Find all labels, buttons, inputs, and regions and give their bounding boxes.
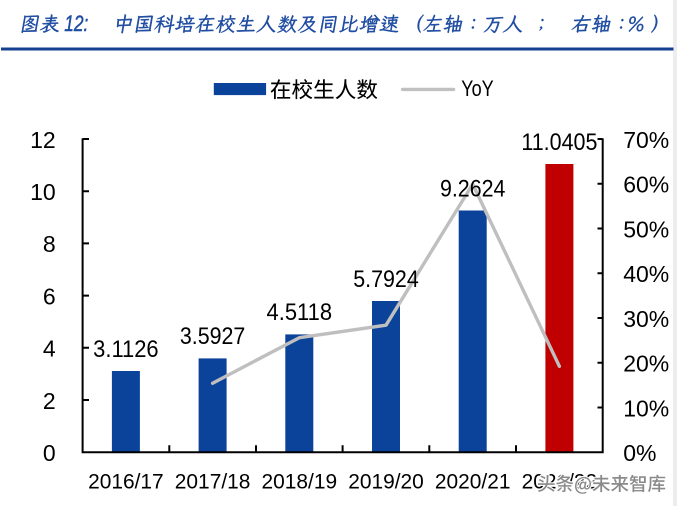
svg-text:2017/18: 2017/18 xyxy=(175,470,251,494)
svg-text:50%: 50% xyxy=(623,216,669,242)
svg-text:0: 0 xyxy=(43,440,56,466)
svg-text:2018/19: 2018/19 xyxy=(262,470,338,494)
svg-text:4: 4 xyxy=(43,336,56,362)
svg-text:2020/21: 2020/21 xyxy=(435,470,511,494)
svg-text:5.7924: 5.7924 xyxy=(353,266,419,293)
svg-text:3.5927: 3.5927 xyxy=(180,323,246,350)
svg-text:6: 6 xyxy=(43,283,56,309)
svg-text:9.2624: 9.2624 xyxy=(440,175,506,202)
svg-text:12:: 12: xyxy=(64,11,88,36)
svg-text:2019/20: 2019/20 xyxy=(348,470,424,494)
svg-text:8: 8 xyxy=(43,231,56,257)
svg-text:20%: 20% xyxy=(623,351,669,377)
svg-text:2: 2 xyxy=(43,388,56,414)
svg-text:10%: 10% xyxy=(623,395,669,421)
svg-text:60%: 60% xyxy=(623,172,669,198)
svg-text:0%: 0% xyxy=(623,440,656,466)
svg-text:30%: 30% xyxy=(623,306,669,332)
svg-text:3.1126: 3.1126 xyxy=(93,336,159,363)
svg-text:10: 10 xyxy=(30,179,56,205)
svg-text:2016/17: 2016/17 xyxy=(88,470,164,494)
svg-text:40%: 40% xyxy=(623,261,669,287)
svg-text:11.0405: 11.0405 xyxy=(521,129,597,156)
svg-text:4.5118: 4.5118 xyxy=(267,299,333,326)
svg-text:YoY: YoY xyxy=(461,76,494,101)
svg-text:70%: 70% xyxy=(623,127,669,153)
svg-text:12: 12 xyxy=(30,127,56,153)
